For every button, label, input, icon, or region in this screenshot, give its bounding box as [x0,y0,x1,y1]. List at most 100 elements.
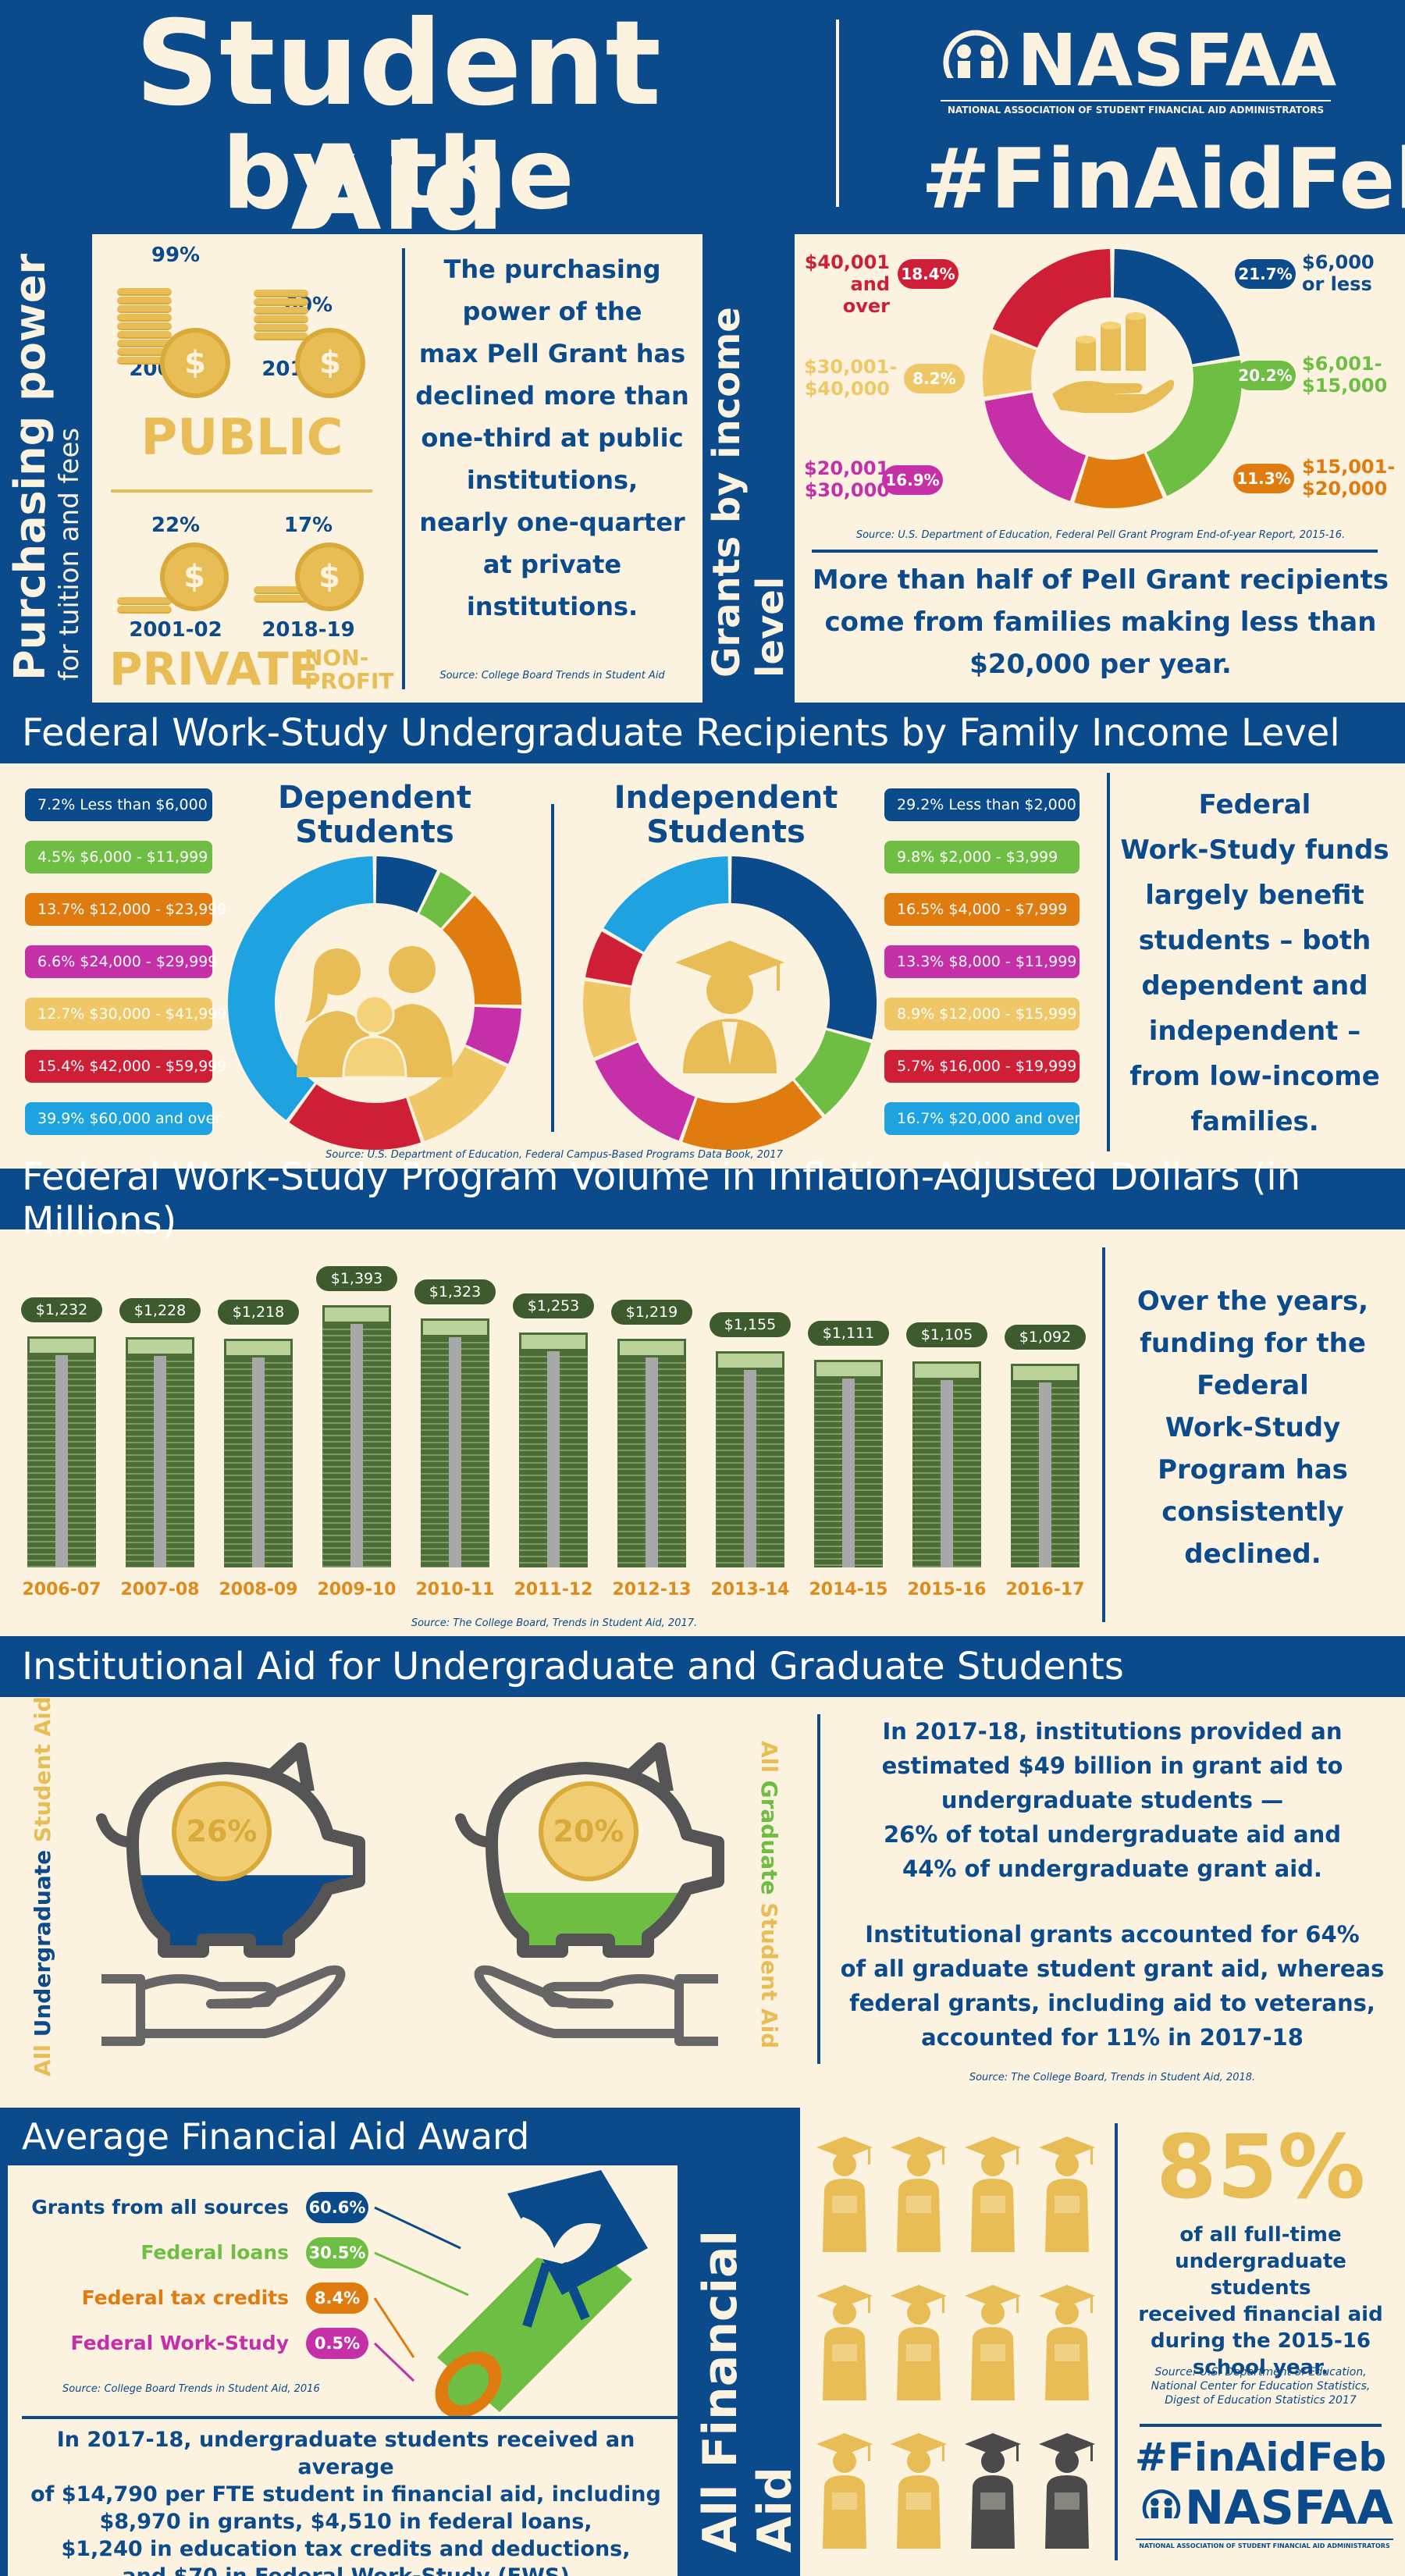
pell-income-label: $6,001- $15,000 [1302,353,1388,397]
dependent-donut [228,856,521,1150]
fws-text-divider [1107,773,1110,1151]
independent-donut-slice-1 [794,1029,871,1115]
independent-donut-slice-0 [730,856,877,1040]
graduate-person-icon [816,2137,873,2252]
private-2001-year: 2001-02 [129,618,222,642]
income-legend-pill: 6.6% $24,000 - $29,999 [25,945,217,978]
independent-title: Independent Students [609,781,843,849]
fws-income-text-line: dependent and [1141,970,1368,1002]
fws-volume-text: Over the years, funding for the Federal … [1112,1280,1393,1575]
bar-category-label: 2015-16 [907,1580,987,1599]
coin-stack-private-2001 [117,590,226,614]
coin-icon [117,606,172,614]
fws-volume-text-line: consistently [1161,1496,1344,1528]
footer-nasfaa-wordmark: NASFAA [1185,2481,1393,2535]
money-bar [322,1305,391,1567]
purchasing-source: Source: College Board Trends in Student … [439,670,665,681]
hand-coins-icon [1052,312,1175,413]
income-legend-pill: 13.3% $8,000 - $11,999 [884,945,1080,978]
pell-income-label: $6,000 or less [1302,251,1375,295]
graduate-person-icon [965,2433,1021,2549]
all-aid-text-line: of all full-time [1179,2223,1342,2247]
award-pct-badge: 0.5% [306,2328,368,2359]
average-award-frame-left [0,2165,8,2576]
all-aid-source-line: Source: U.S. Department of Education, [1154,2366,1367,2379]
fws-volume-text-line: declined. [1184,1539,1321,1570]
pell-pct-badge: 21.7% [1235,259,1296,289]
nasfaa-wordmark: NASFAA [1017,19,1337,102]
footer-hashtag: #FinAidFeb [1134,2435,1387,2480]
pell-pct-badge: 16.9% [882,465,943,495]
graduate-person-icon [1039,2285,1095,2400]
fws-volume-band: Federal Work-Study Program Volume in Inf… [0,1155,1405,1243]
graduate-person-icon [1039,2433,1095,2549]
bar-category-label: 2007-08 [120,1580,200,1599]
purchasing-text-line: max Pell Grant has [418,339,686,368]
graduate-person-icon [1039,2137,1095,2252]
coin-icon [117,331,172,339]
graduate-person-icon [965,2285,1021,2400]
coin-icon [117,340,172,347]
header [0,0,1405,234]
money-top-bill [912,1361,981,1380]
bar-value-label: $1,323 [414,1279,496,1304]
all-aid-source-line: National Center for Education Statistics… [1151,2380,1371,2393]
nonprofit-label-2: PROFIT [304,668,394,694]
award-category-label: Federal tax credits [81,2286,289,2309]
award-leader-line [374,2206,461,2250]
institutional-text-line: In 2017-18, institutions provided an [882,1718,1343,1745]
purchasing-title: Purchasing power [5,254,55,681]
purchasing-text-line: power of the [462,297,642,326]
footer-nasfaa-full-name: NATIONAL ASSOCIATION OF STUDENT FINANCIA… [1136,2539,1393,2549]
private-2001-pct: 22% [151,514,201,537]
money-band [252,1339,265,1567]
independent-title-line: Independent [614,780,838,816]
average-award-text: In 2017-18, undergraduate students recei… [14,2426,678,2576]
income-legend-pill: 16.7% $20,000 and over [884,1102,1080,1135]
coin-icon [254,315,308,323]
diploma-icon [373,2170,648,2418]
average-award-title: Average Financial Aid Award [22,2115,530,2158]
pell-pct-badge: 8.2% [904,364,965,393]
money-bar [421,1318,489,1567]
bar-category-label: 2013-14 [710,1580,790,1599]
money-band [350,1305,363,1567]
institutional-text-2: Institutional grants accounted for 64% o… [827,1917,1397,2055]
nasfaa-emblem-icon [941,30,1011,98]
all-aid-side-bar [695,2108,800,2576]
grants-summary: More than half of Pell Grant recipients … [804,559,1397,685]
piggy-bank-undergrad [96,1742,365,1958]
pell-donut-slice-4 [983,333,1037,397]
fws-volume-source: Source: The College Board, Trends in Stu… [411,1617,698,1629]
fws-income-text-line: independent – [1148,1016,1361,1047]
coin-icon [117,597,172,605]
independent-donut [583,856,877,1150]
institutional-text-line: 44% of undergraduate grant aid. [902,1856,1322,1882]
dependent-title: Dependent Students [258,781,492,849]
all-aid-text: of all full-time undergraduate students … [1124,2222,1397,2381]
undergrad-label-post: Student Aid [30,1696,55,1850]
grad-label-main: Graduate [756,1780,782,1895]
grad-label-post: Student Aid [756,1895,782,2049]
bar-category-label: 2009-10 [317,1580,397,1599]
average-award-text-line: of $14,790 per FTE student in financial … [30,2482,661,2507]
all-aid-source-line: Digest of Education Statistics 2017 [1165,2394,1357,2407]
pell-donut-slice-1 [1146,360,1242,496]
private-label: PRIVATE [109,642,320,696]
bar-category-label: 2012-13 [612,1580,692,1599]
money-bar [126,1337,194,1567]
money-bar [27,1336,96,1567]
institutional-band: Institutional Aid for Undergraduate and … [0,1636,1405,1697]
fws-income-text-line: students – both [1138,925,1371,956]
all-aid-text-line: during the 2015-16 [1151,2329,1371,2353]
page-title-line2: by the Numbers [148,116,648,344]
bar-category-label: 2016-17 [1005,1580,1085,1599]
award-leader-line [373,2297,415,2358]
income-legend-pill: 39.9% $60,000 and over [25,1102,221,1135]
fws-income-divider [551,804,554,1132]
institutional-source: Source: The College Board, Trends in Stu… [969,2072,1256,2083]
dependent-donut-slice-4 [407,1046,507,1141]
dependent-donut-slice-5 [289,1083,422,1150]
graduate-pct-coin: 20% [539,1781,638,1881]
pell-income-label: $30,001- $40,000 [804,356,898,400]
